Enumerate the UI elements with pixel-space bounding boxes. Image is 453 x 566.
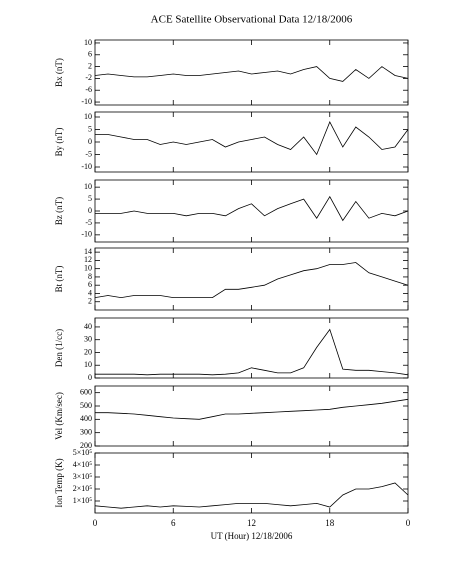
y-tick-label: 10	[84, 360, 92, 369]
y-tick-label: 20	[84, 347, 92, 356]
y-tick-label: 8	[88, 272, 92, 281]
panel-frame	[94, 385, 409, 447]
y-tick-label: 40	[84, 322, 92, 331]
y-tick-label: 2	[88, 61, 92, 70]
y-axis-label: Ion Temp (K)	[54, 458, 64, 507]
y-tick-label: 0	[88, 373, 92, 382]
y-axis-label: Bz (nT)	[54, 197, 64, 225]
panel-frame	[94, 39, 409, 106]
panel-frame	[94, 179, 409, 243]
y-axis-label: Vel (Km/sec)	[54, 392, 64, 440]
x-tick-label: 0	[93, 518, 98, 528]
y-tick-label: -2	[85, 73, 92, 82]
y-tick-label: -10	[81, 97, 92, 106]
y-tick-label: 4	[88, 288, 92, 297]
y-tick-label: -10	[81, 230, 92, 239]
x-tick-label: 18	[325, 518, 335, 528]
data-line	[94, 482, 409, 509]
x-axis-label: UT (Hour) 12/18/2006	[211, 531, 293, 541]
y-tick-label: 10	[84, 38, 92, 47]
data-line	[95, 121, 409, 156]
y-tick-label: 30	[84, 335, 92, 344]
panel-frame	[94, 317, 409, 379]
y-tick-label: 200	[80, 441, 92, 450]
y-axis-label: Den (1/cc)	[54, 329, 64, 367]
y-tick-label: -6	[85, 85, 92, 94]
y-tick-label: -10	[81, 162, 92, 171]
y-tick-label: 3×10⁵	[73, 472, 93, 481]
y-tick-label: 5	[88, 194, 92, 203]
y-tick-label: 6	[88, 50, 92, 59]
y-tick-label: 300	[80, 427, 92, 436]
y-tick-label: 0	[88, 137, 92, 146]
y-tick-label: 500	[80, 401, 92, 410]
data-line	[95, 195, 409, 222]
x-tick-label: 0	[406, 518, 411, 528]
y-tick-label: -5	[85, 149, 92, 158]
y-tick-label: 10	[84, 263, 92, 272]
data-line	[94, 66, 409, 82]
panel-frame	[94, 452, 409, 514]
data-line	[94, 262, 409, 299]
y-tick-label: -5	[85, 218, 92, 227]
x-tick-label: 6	[171, 518, 176, 528]
y-tick-label: 5	[88, 124, 92, 133]
y-tick-label: 0	[88, 206, 92, 215]
y-tick-label: 12	[84, 255, 92, 264]
data-line	[95, 398, 409, 420]
y-tick-label: 4×10⁵	[73, 460, 93, 469]
panel-frame	[94, 247, 409, 311]
x-tick-label: 12	[247, 518, 256, 528]
y-tick-label: 400	[80, 414, 92, 423]
y-tick-label: 14	[84, 247, 92, 256]
y-axis-label: By (nT)	[54, 128, 64, 157]
y-tick-label: 2×10⁵	[73, 484, 93, 493]
y-tick-label: 5×10⁵	[73, 448, 93, 457]
data-line	[95, 328, 409, 376]
y-tick-label: 6	[88, 280, 92, 289]
y-axis-label: Bx (nT)	[54, 58, 64, 87]
panel-frame	[94, 111, 409, 173]
y-axis-label: Bt (nT)	[54, 266, 64, 293]
y-tick-label: 1×10⁵	[73, 496, 93, 505]
y-tick-label: 600	[80, 387, 92, 396]
y-tick-label: 2	[88, 297, 92, 306]
y-tick-label: 10	[84, 112, 92, 121]
chart-title: ACE Satellite Observational Data 12/18/2…	[151, 14, 353, 26]
y-tick-label: 10	[84, 182, 92, 191]
